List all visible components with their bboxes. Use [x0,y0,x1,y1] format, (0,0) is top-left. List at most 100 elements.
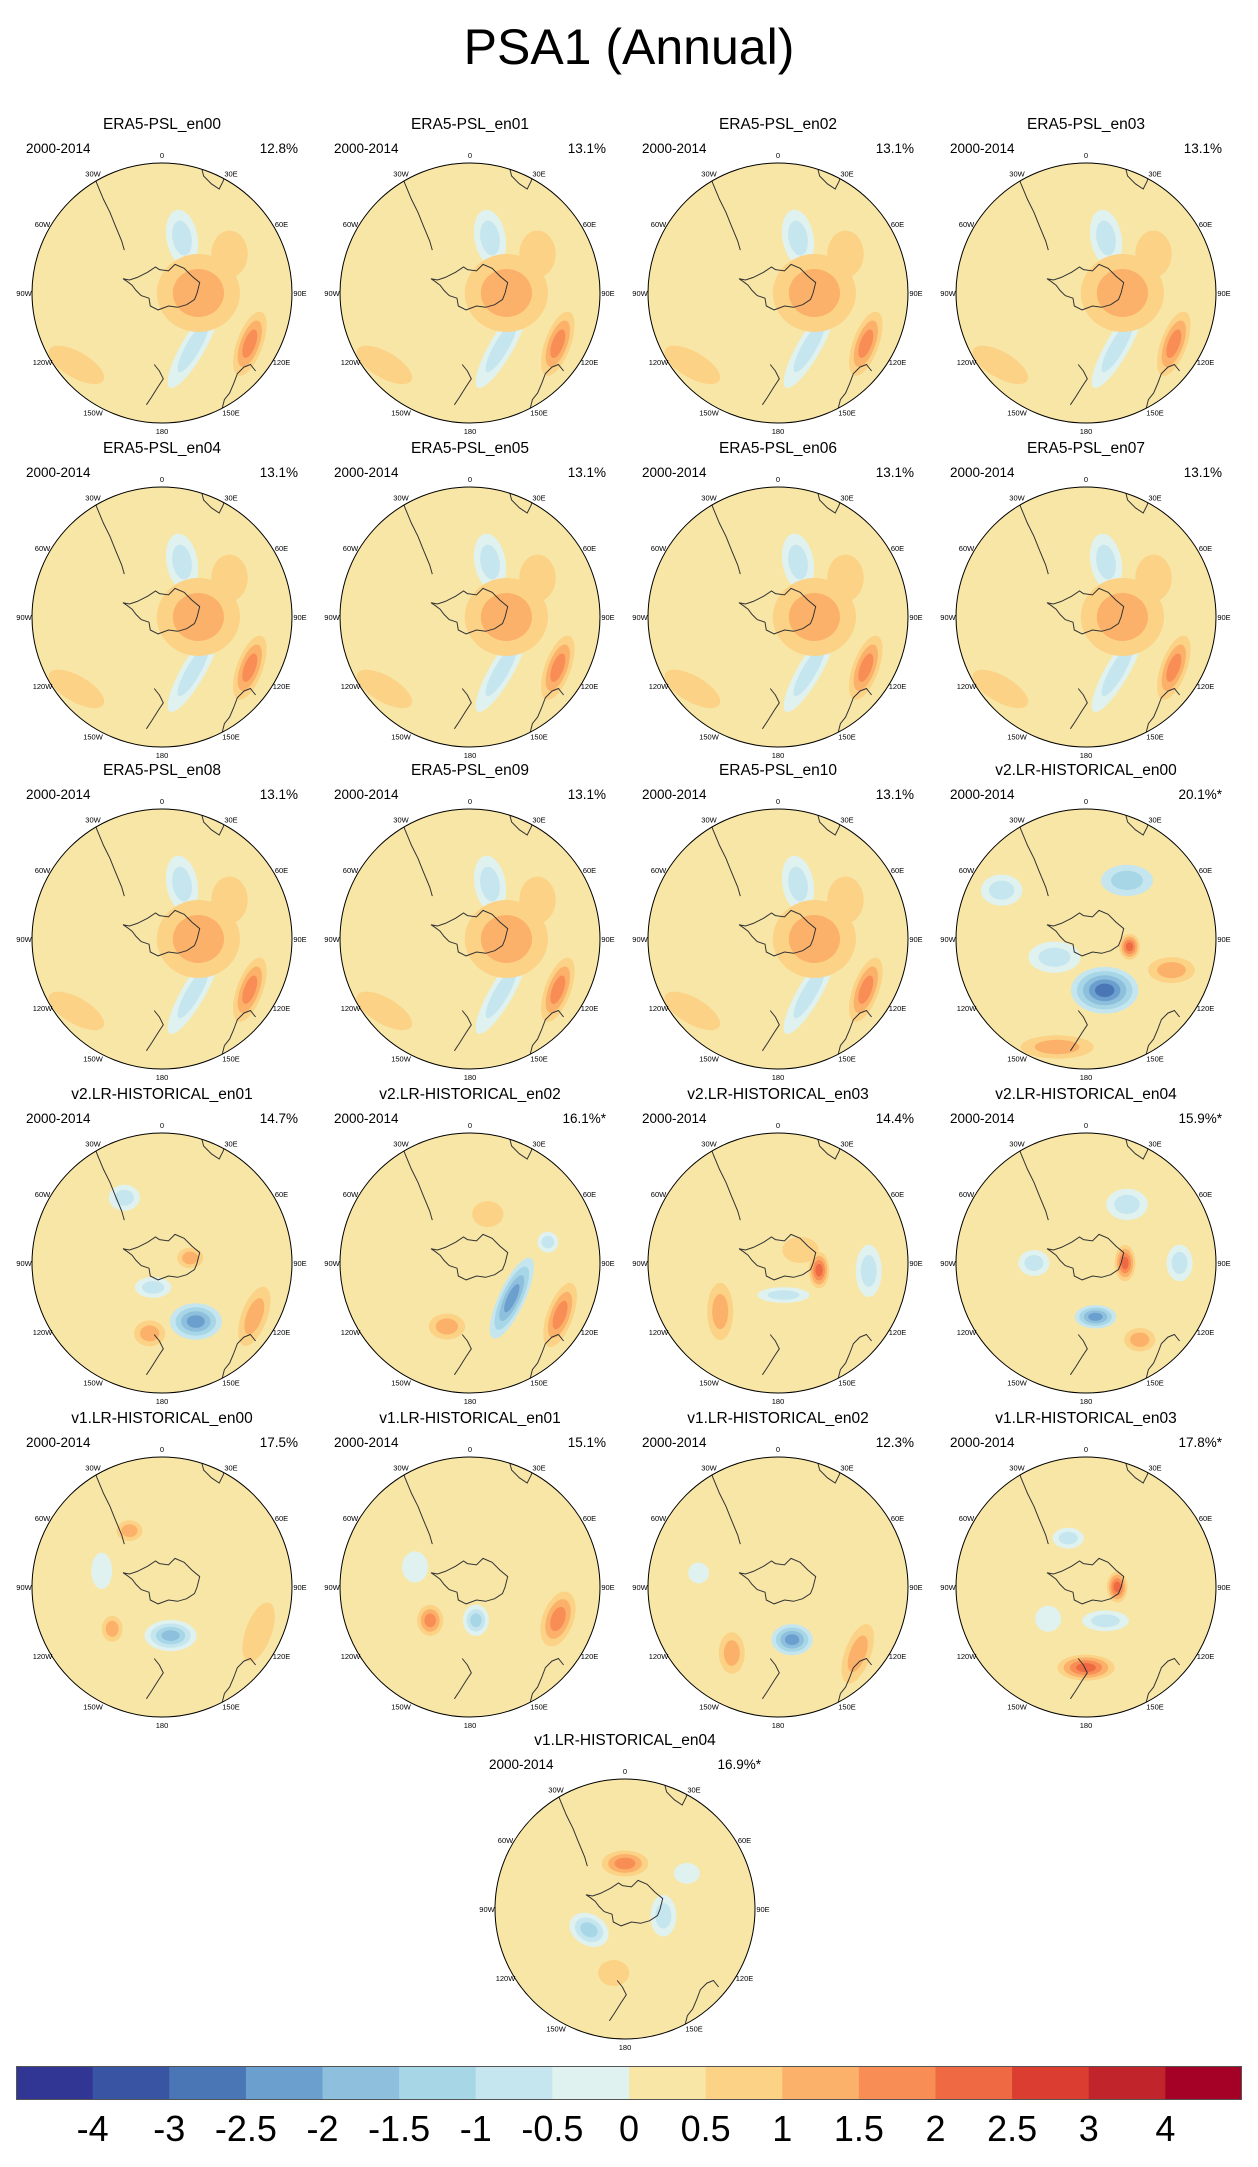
longitude-label: 30E [532,1140,545,1149]
colorbar-tick-label: -1 [459,2108,492,2149]
contour-level [91,1552,113,1589]
polar-map: 0 30E 60E 90E 120E 150E 180 150W 120W 90W 60W 30W [632,152,922,434]
longitude-label: 60W [651,866,667,875]
coastline [529,1009,564,1065]
longitude-label: 180 [1080,427,1093,434]
longitude-label: 90W [324,935,340,944]
longitude-label: 90E [601,935,614,944]
colorbar-tick-label: 2 [925,2108,946,2149]
longitude-label: 60E [583,544,596,553]
coastline [706,1135,741,1221]
contour-level [1135,554,1172,602]
longitude-label: 0 [468,152,472,160]
longitude-label: 60W [651,544,667,553]
coastline [1046,587,1125,635]
longitude-label: 30W [701,1464,717,1473]
panel-variance: 13.1% [1183,465,1222,480]
coastline [1145,1333,1180,1389]
longitude-label: 0 [776,152,780,160]
coastline [738,909,817,957]
contour-field [956,809,1216,1069]
longitude-label: 30W [701,1140,717,1149]
longitude-label: 150E [838,409,856,418]
coastline [837,1333,872,1389]
panel-period: 2000-2014 [26,465,91,480]
map-panel: v1.LR-HISTORICAL_en03 2000-2014 17.8%* 0 30E… [936,1410,1236,1728]
longitude-label: 120W [957,358,978,367]
panel-title: ERA5-PSL_en00 [102,116,222,133]
coastline [1124,811,1152,836]
contour-level [1096,544,1116,580]
map-panel: v2.LR-HISTORICAL_en01 2000-2014 14.7% 0 30E 6… [12,1086,312,1404]
coastline [200,1459,228,1484]
contour-level [541,1235,555,1249]
contour-field [956,1133,1216,1393]
longitude-label: 30E [532,816,545,825]
panel-title: v1.LR-HISTORICAL_en02 [687,1410,869,1427]
contour-level [552,1300,568,1330]
longitude-label: 180 [156,1721,169,1728]
coastline [684,1979,719,2035]
colorbar-tick-label: 2.5 [987,2108,1038,2149]
contour-level [664,345,721,385]
coastline [1069,364,1088,406]
panel-period: 2000-2014 [950,465,1015,480]
panel-title: ERA5-PSL_en05 [410,440,530,457]
contour-level [402,1551,428,1583]
longitude-label: 90W [940,1583,956,1592]
coastline [1014,165,1049,251]
map-boundary [31,162,293,424]
contour-level [105,1620,119,1637]
contour-level [793,967,825,1019]
longitude-label: 30E [840,494,853,503]
longitude-label: 30E [1148,1464,1161,1473]
longitude-label: 0 [160,798,164,806]
panel-variance: 14.7% [259,1111,298,1126]
contour-field [340,163,600,423]
coastline [1014,1459,1049,1545]
panel-period: 2000-2014 [26,1435,91,1450]
longitude-label: 30W [393,170,409,179]
longitude-label: 60W [343,1514,359,1523]
longitude-label: 180 [156,1397,169,1404]
longitude-label: 30W [393,494,409,503]
longitude-label: 150W [1007,409,1028,418]
contour-level [48,991,105,1031]
map-panel: ERA5-PSL_en09 2000-2014 13.1% 0 30E 60E 90E 120… [320,762,620,1080]
longitude-label: 90E [909,613,922,622]
longitude-label: 180 [464,427,477,434]
coastline [453,688,472,730]
coastline [761,364,780,406]
longitude-label: 90E [293,1259,306,1268]
longitude-label: 150W [391,733,412,742]
longitude-label: 150E [222,1055,240,1064]
contour-level [1096,220,1116,256]
longitude-label: 120E [581,1652,599,1661]
coastline [122,1557,201,1605]
contour-level [793,321,825,373]
panel-variance: 17.5% [259,1435,298,1450]
longitude-label: 120W [649,1004,670,1013]
longitude-label: 30W [393,816,409,825]
longitude-label: 90W [632,1583,648,1592]
longitude-label: 60W [35,1190,51,1199]
longitude-label: 120E [273,358,291,367]
panel-title: v2.LR-HISTORICAL_en02 [379,1086,561,1103]
coastline [221,1333,256,1389]
longitude-label: 0 [1084,1446,1088,1454]
contour-field [648,487,908,747]
colorbar-segment [782,2066,860,2100]
map-panel: ERA5-PSL_en05 2000-2014 13.1% 0 30E 60E 90E 120… [320,440,620,758]
contour-level [673,1862,700,1884]
panel-title: v1.LR-HISTORICAL_en03 [995,1410,1177,1427]
contour-level [972,345,1029,385]
colorbar-segment [629,2066,707,2100]
longitude-label: 90E [1217,613,1230,622]
colorbar-segment [858,2066,937,2100]
contour-level [140,1325,160,1342]
field-background [340,1457,600,1717]
colorbar-tick-label: 3 [1078,2108,1099,2149]
contour-level [480,866,500,902]
coastline [90,489,125,575]
longitude-label: 120W [33,1652,54,1661]
